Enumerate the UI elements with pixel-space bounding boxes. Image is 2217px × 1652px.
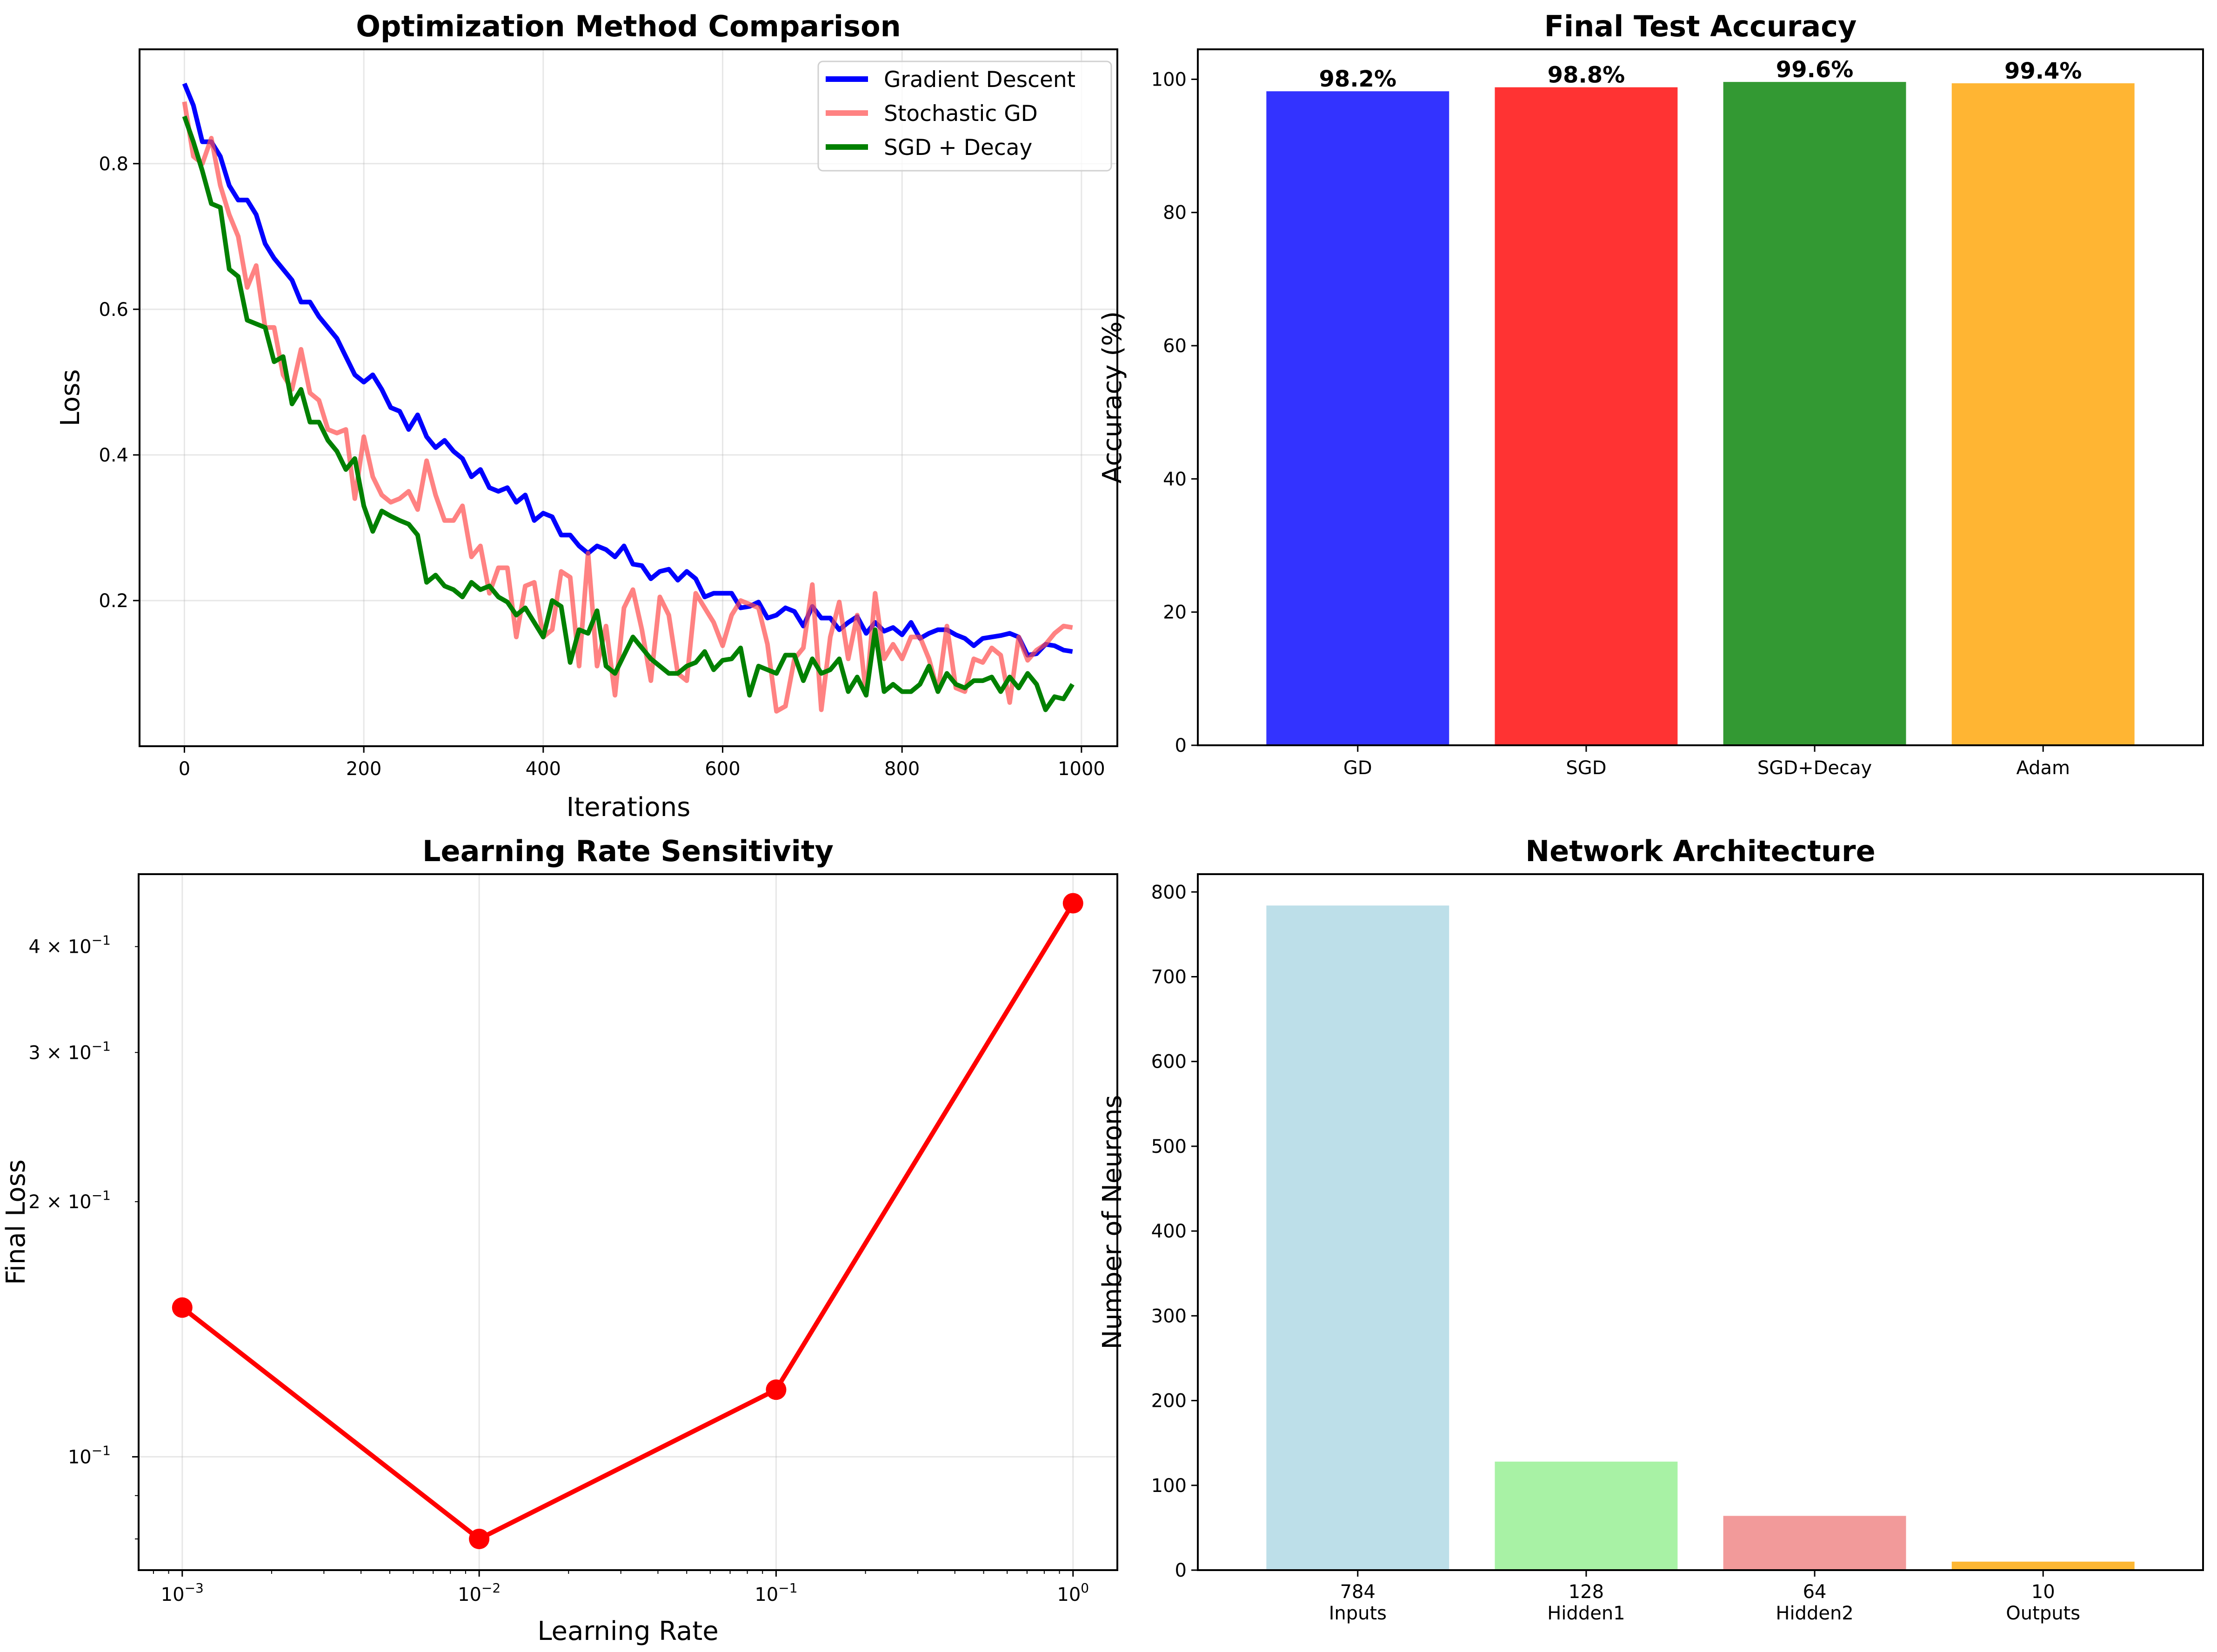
axes-frame [1197, 48, 2204, 746]
data-point [469, 1528, 490, 1549]
x-tick-label-value: 10 [2031, 1581, 2055, 1603]
y-tick-label: 0.8 [99, 154, 128, 175]
y-tick-label: 500 [1151, 1136, 1187, 1157]
bar-sgd [1495, 87, 1678, 746]
x-tick-label: 600 [705, 758, 740, 780]
x-tick-label: 100 [1057, 1580, 1089, 1605]
x-tick-label: SGD [1566, 757, 1606, 779]
y-tick-label: 100 [1151, 69, 1187, 90]
y-tick-label: 2 × 10−1 [28, 1188, 111, 1213]
y-tick-label: 4 × 10−1 [28, 933, 111, 958]
chart-architecture: 0100200300400500600700800784Inputs128Hid… [1097, 834, 2204, 1624]
y-tick-label: 400 [1151, 1221, 1187, 1242]
chart-title: Final Test Accuracy [1544, 9, 1857, 43]
chart-optimization: 0 200 400 600 800 1000 0.2 0.4 0.6 0.8 Optimizatio… [55, 9, 1118, 823]
bar-adam [1951, 83, 2135, 746]
x-tick-label: 10−3 [161, 1580, 204, 1605]
bar-data-label: 98.8% [1548, 62, 1625, 88]
y-tick-label: 0.6 [99, 299, 128, 321]
x-tick-label-name: Hidden1 [1547, 1603, 1625, 1624]
y-tick-label: 800 [1151, 882, 1187, 903]
chart-title: Optimization Method Comparison [356, 9, 901, 43]
y-axis-label: Number of Neurons [1097, 1095, 1128, 1349]
x-tick-label: 10−1 [755, 1580, 797, 1605]
y-tick-label: 80 [1163, 202, 1187, 224]
x-tick-label: 10−2 [458, 1580, 501, 1605]
bar-sgd-decay [1723, 82, 1906, 746]
y-axis-label: Accuracy (%) [1097, 311, 1128, 483]
bar-data-label: 99.4% [2004, 58, 2082, 84]
axes-frame [139, 48, 1118, 747]
legend-label: Stochastic GD [884, 101, 1038, 127]
series-line-final-loss [180, 902, 1075, 1541]
y-axis-label: Loss [55, 369, 86, 427]
chart-accuracy: 0 20 40 60 80 100 GD 98.2% SGD 98.8% SGD+Decay 99.6… [1097, 9, 2204, 779]
chart-title: Network Architecture [1525, 834, 1875, 868]
y-tick-label: 300 [1151, 1305, 1187, 1327]
series-line-sgd-decay [182, 115, 1075, 712]
bar-data-label: 98.2% [1319, 66, 1397, 92]
y-tick-label: 3 × 10−1 [28, 1038, 111, 1063]
x-tick-label: 800 [884, 758, 920, 780]
legend-label: Gradient Descent [884, 67, 1075, 93]
legend-frame [817, 60, 1112, 172]
axes-frame [138, 873, 1118, 1571]
chart-title: Learning Rate Sensitivity [422, 834, 834, 868]
x-tick-label: 1000 [1058, 758, 1105, 780]
y-tick-label: 0 [1175, 735, 1187, 756]
data-point [1062, 893, 1083, 914]
data-point [172, 1297, 193, 1318]
x-tick-label: Adam [2016, 757, 2070, 779]
y-axis-label: Final Loss [1, 1159, 31, 1285]
bar-gd [1266, 91, 1449, 746]
bar-hidden1 [1495, 1461, 1678, 1570]
x-tick-label: 0 [179, 758, 190, 780]
y-tick-label: 20 [1163, 602, 1187, 623]
y-tick-label: 700 [1151, 966, 1187, 988]
y-tick-label: 200 [1151, 1391, 1187, 1412]
bar-data-label: 99.6% [1776, 57, 1854, 83]
y-tick-label: 40 [1163, 468, 1187, 490]
x-tick-label: 400 [526, 758, 561, 780]
x-tick-label: SGD+Decay [1757, 757, 1872, 779]
legend-label: SGD + Decay [884, 135, 1032, 161]
bar-inputs [1266, 905, 1449, 1570]
x-tick-label: GD [1343, 757, 1372, 779]
bar-hidden2 [1723, 1516, 1906, 1570]
legend: Gradient Descent Stochastic GD SGD + Decay [817, 60, 1112, 172]
series-line-stochastic-gd [182, 101, 1073, 714]
y-tick-label: 10−1 [68, 1443, 111, 1468]
x-tick-label-name: Hidden2 [1776, 1603, 1853, 1624]
axes-frame [1197, 873, 2204, 1571]
y-tick-label: 0.4 [99, 445, 128, 466]
y-tick-label: 60 [1163, 335, 1187, 357]
bar-outputs [1951, 1561, 2135, 1570]
x-tick-label-value: 64 [1803, 1581, 1827, 1603]
x-tick-label: 200 [346, 758, 381, 780]
x-tick-label-value: 784 [1340, 1581, 1376, 1603]
y-tick-label: 100 [1151, 1475, 1187, 1497]
x-tick-label-name: Inputs [1329, 1603, 1387, 1624]
chart-lr-sensitivity: 10−3 10−2 10−1 100 10−1 2 × 10−1 3 × 10−1 4 × 1… [1, 834, 1118, 1646]
data-point [766, 1379, 787, 1400]
x-axis-label: Iterations [567, 792, 691, 823]
x-tick-label-name: Outputs [2006, 1603, 2080, 1624]
y-tick-label: 0.2 [99, 590, 128, 612]
x-axis-label: Learning Rate [537, 1616, 718, 1646]
series-line-gradient-descent [182, 82, 1073, 658]
x-tick-label-value: 128 [1569, 1581, 1604, 1603]
y-tick-label: 600 [1151, 1051, 1187, 1073]
y-tick-label: 0 [1175, 1560, 1187, 1581]
